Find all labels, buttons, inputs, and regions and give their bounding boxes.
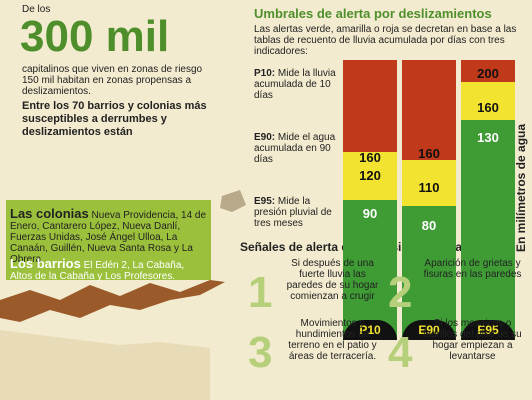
item-number: 4 (388, 328, 413, 377)
red-zone (461, 60, 515, 82)
green-zone (343, 200, 397, 340)
subhead: Entre los 70 barrios y colonias más susc… (22, 100, 207, 138)
barrios-title: Los barrios (10, 256, 81, 271)
axis-label: En milímetros de agua (514, 123, 528, 252)
green-threshold: 90 (362, 206, 378, 221)
yellow-zone (461, 82, 515, 120)
green-zone (461, 120, 515, 340)
item-text: Movimientos y hundimientos de terreno en… (288, 318, 377, 362)
red-zone (343, 60, 397, 152)
crack (0, 280, 225, 322)
colonias-list: Nueva Providencia, 14 de Enero, Cantarer… (10, 210, 207, 265)
barrios-list: El Edén 2, La Cabaña, Altos de la Cabaña… (10, 260, 185, 282)
column-label: P10 (343, 320, 397, 340)
indicator-desc: Mide el agua acumulada en 90 días (254, 132, 336, 165)
ground (0, 330, 210, 400)
colonias-title: Las colonias (10, 206, 89, 221)
big-number: 300 mil (20, 12, 170, 61)
indicator: E95: Mide la presión pluvial de tres mes… (254, 196, 340, 229)
red-threshold: 200 (477, 66, 499, 81)
umbrales-title: Umbrales de alerta por deslizamientos (254, 6, 492, 21)
colonias-box (6, 200, 211, 280)
pre: De los (22, 4, 51, 15)
yellow-zone (343, 152, 397, 200)
item-number: 3 (248, 328, 273, 377)
indicator-desc: Mide la lluvia acumulada de 10 días (254, 68, 336, 101)
green-threshold: 130 (477, 130, 499, 145)
rock (220, 190, 246, 212)
column-label: E95 (461, 320, 515, 340)
item-number: 2 (388, 268, 413, 317)
item-text: Si los mosaicos o ladrillos del piso de … (423, 318, 522, 362)
column-label: E90 (402, 320, 456, 340)
umbrales-intro: Las alertas verde, amarilla o roja se de… (254, 24, 517, 57)
green-zone (402, 206, 456, 340)
red-zone (402, 60, 456, 160)
green-threshold: 80 (421, 218, 437, 233)
item-text: Si después de una fuerte lluvia las pare… (286, 258, 379, 302)
item-number: 1 (248, 268, 273, 317)
header-text: capitalinos que viven en zonas de riesgo… (22, 64, 203, 97)
red-threshold: 160 (359, 150, 381, 165)
yellow-threshold: 160 (477, 100, 499, 115)
yellow-threshold: 120 (359, 168, 381, 183)
indicator-code: E95: (254, 196, 276, 207)
red-threshold: 160 (418, 146, 440, 161)
yellow-threshold: 110 (418, 180, 440, 195)
indicator-desc: Mide la presión pluvial de tres meses (254, 196, 332, 229)
yellow-zone (402, 160, 456, 206)
indicator: P10: Mide la lluvia acumulada de 10 días (254, 68, 340, 101)
indicator: E90: Mide el agua acumulada en 90 días (254, 132, 340, 165)
indicator-code: P10: (254, 68, 276, 79)
indicator-code: E90: (254, 132, 276, 143)
item-text: Aparición de grietas y fisuras en las pa… (423, 258, 522, 280)
